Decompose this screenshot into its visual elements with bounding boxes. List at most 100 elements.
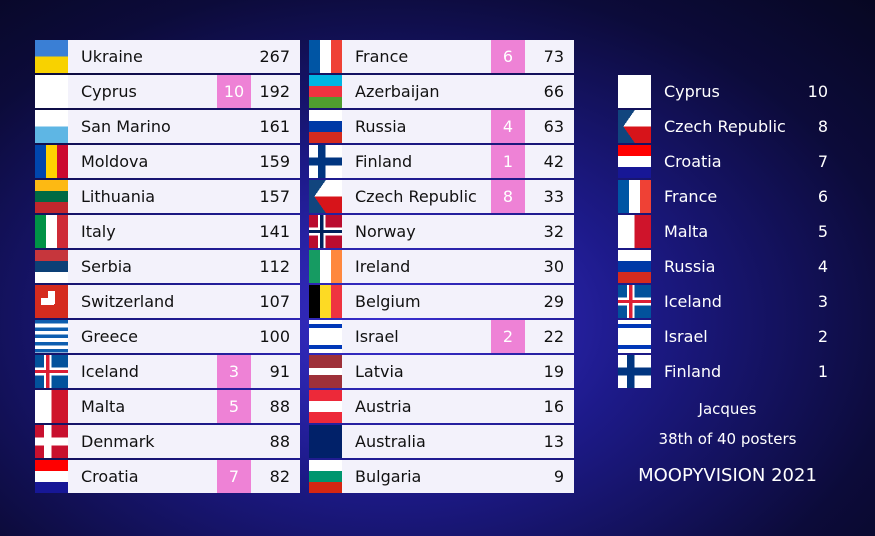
total-score: 91: [269, 362, 290, 381]
country-name: Israel: [355, 327, 399, 346]
total-score: 66: [543, 82, 564, 101]
vote-row: Israel 2: [618, 320, 833, 353]
country-name: Cyprus: [81, 82, 137, 101]
country-row: Czech Republic 8 33: [309, 180, 574, 213]
flag: [35, 390, 68, 423]
country-name: Malta: [664, 222, 709, 241]
country-row: Azerbaijan 66: [309, 75, 574, 108]
flag: [309, 40, 342, 73]
flag: [35, 145, 68, 178]
country-name: Croatia: [81, 467, 139, 486]
voter: Jacques: [698, 400, 757, 418]
points-given: 2: [817, 327, 828, 346]
total-score: 42: [543, 152, 564, 171]
country-name: Iceland: [664, 292, 722, 311]
flag: [35, 110, 68, 143]
total-score: 33: [543, 187, 564, 206]
rank: 38th of 40 posters: [658, 430, 797, 448]
country-name: Finland: [355, 152, 413, 171]
total-score: 88: [269, 432, 290, 451]
flag: [309, 110, 342, 143]
total-score: 161: [259, 117, 290, 136]
flag: [618, 75, 651, 108]
points-given: 5: [817, 222, 828, 241]
vote-row: Croatia 7: [618, 145, 833, 178]
total-score: 107: [259, 292, 290, 311]
country-name: Austria: [355, 397, 412, 416]
vote-row: Czech Republic 8: [618, 110, 833, 143]
country-row: Bulgaria 9: [309, 460, 574, 493]
vote-row: Finland 1: [618, 355, 833, 388]
country-name: France: [355, 47, 409, 66]
country-name: Australia: [355, 432, 426, 451]
flag: [309, 75, 342, 108]
country-row: Ukraine 267: [35, 40, 300, 73]
points-given: 3: [817, 292, 828, 311]
flag: [35, 320, 68, 353]
country-row: Austria 16: [309, 390, 574, 423]
flag: [309, 390, 342, 423]
country-row: Croatia 7 82: [35, 460, 300, 493]
country-row: Russia 4 63: [309, 110, 574, 143]
total-score: 29: [543, 292, 564, 311]
country-row: Latvia 19: [309, 355, 574, 388]
total-score: 267: [259, 47, 290, 66]
country-name: Bulgaria: [355, 467, 422, 486]
flag: [309, 250, 342, 283]
country-name: Norway: [355, 222, 416, 241]
flag: [309, 425, 342, 458]
country-name: Moldova: [81, 152, 149, 171]
points-given: 4: [817, 257, 828, 276]
points-awarded: 6: [491, 40, 525, 73]
total-score: 9: [553, 467, 564, 486]
flag: [618, 110, 651, 143]
flag: [618, 285, 651, 318]
flag: [618, 215, 651, 248]
country-row: Denmark 88: [35, 425, 300, 458]
points-awarded: 8: [491, 180, 525, 213]
flag: [35, 180, 68, 213]
country-row: France 6 73: [309, 40, 574, 73]
total-score: 159: [259, 152, 290, 171]
flag: [309, 145, 342, 178]
country-name: Croatia: [664, 152, 722, 171]
flag: [618, 180, 651, 213]
points-given: 8: [817, 117, 828, 136]
flag: [309, 355, 342, 388]
flag: [35, 355, 68, 388]
country-row: Serbia 112: [35, 250, 300, 283]
total-score: 141: [259, 222, 290, 241]
country-name: Azerbaijan: [355, 82, 440, 101]
country-row: Malta 5 88: [35, 390, 300, 423]
country-name: Lithuania: [81, 187, 156, 206]
country-name: Cyprus: [664, 82, 720, 101]
total-score: 13: [543, 432, 564, 451]
country-name: Serbia: [81, 257, 132, 276]
flag: [35, 250, 68, 283]
country-name: Finland: [664, 362, 722, 381]
total-score: 88: [269, 397, 290, 416]
total-score: 192: [259, 82, 290, 101]
country-row: Finland 1 42: [309, 145, 574, 178]
flag: [618, 145, 651, 178]
country-row: Italy 141: [35, 215, 300, 248]
points-awarded: 1: [491, 145, 525, 178]
country-row: Norway 32: [309, 215, 574, 248]
country-name: San Marino: [81, 117, 171, 136]
flag: [35, 215, 68, 248]
country-name: Denmark: [81, 432, 155, 451]
country-row: Greece 100: [35, 320, 300, 353]
country-row: Moldova 159: [35, 145, 300, 178]
country-name: Czech Republic: [664, 117, 786, 136]
flag: [309, 180, 342, 213]
points-awarded: 2: [491, 320, 525, 353]
vote-row: France 6: [618, 180, 833, 213]
country-name: Latvia: [355, 362, 404, 381]
total-score: 100: [259, 327, 290, 346]
country-name: Russia: [664, 257, 716, 276]
total-score: 73: [543, 47, 564, 66]
points-given: 10: [807, 82, 828, 101]
points-given: 7: [817, 152, 828, 171]
country-name: France: [664, 187, 718, 206]
